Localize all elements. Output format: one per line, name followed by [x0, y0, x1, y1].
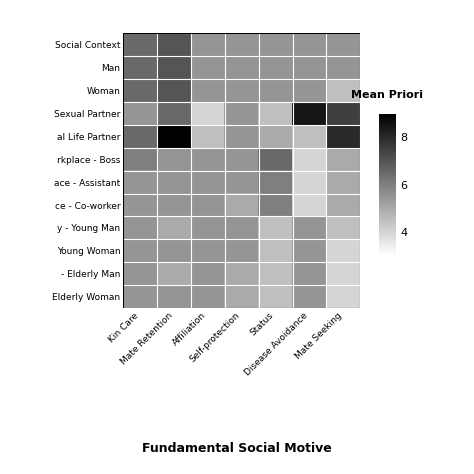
Text: Fundamental Social Motive: Fundamental Social Motive: [142, 442, 332, 455]
Text: Mean Priori: Mean Priori: [352, 90, 423, 100]
